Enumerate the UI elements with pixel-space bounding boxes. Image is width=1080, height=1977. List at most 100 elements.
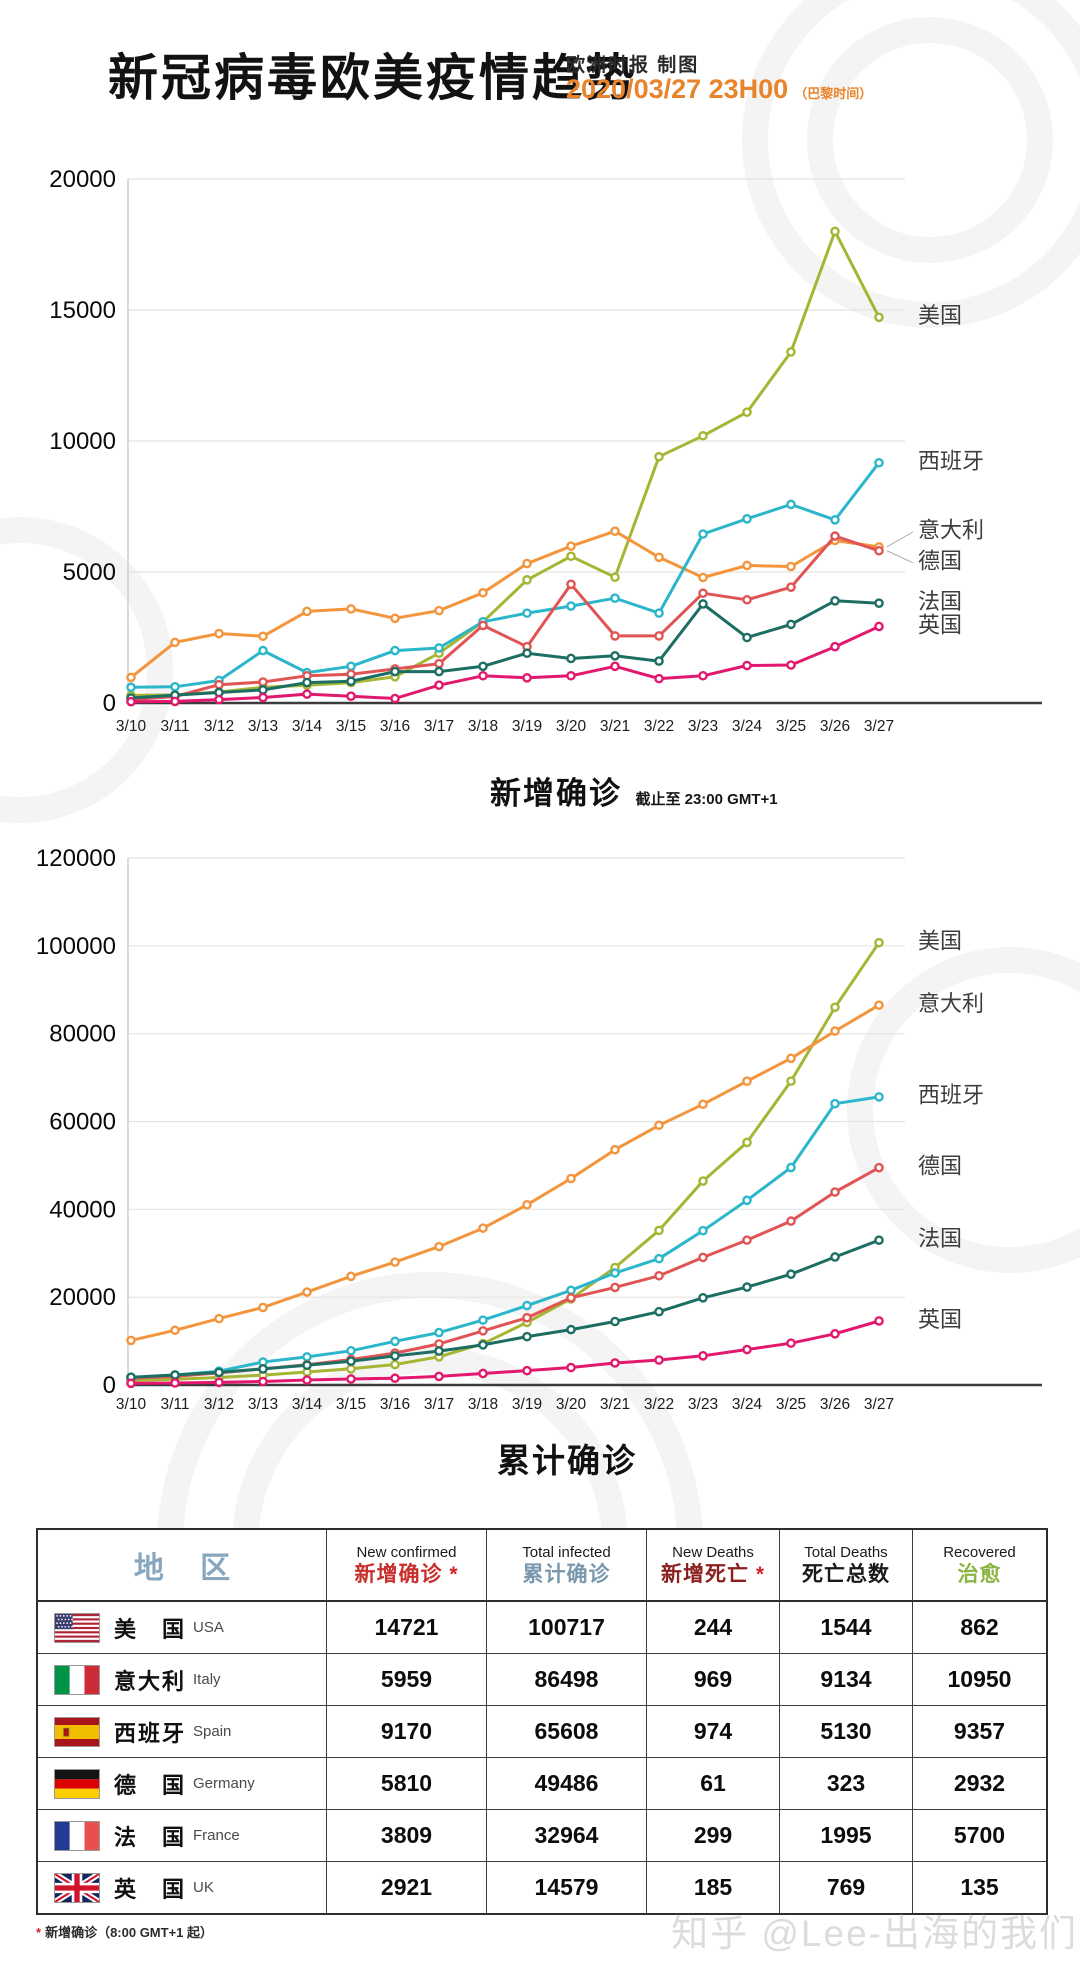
chart-text: 3/22 <box>644 718 674 735</box>
table-header-col-total-deaths: Total Deaths 死亡总数 <box>779 1530 912 1600</box>
data-point-marker <box>874 598 884 609</box>
data-point-marker <box>170 681 180 692</box>
flag-icon-it <box>54 1664 100 1695</box>
chart-text: 5000 <box>63 559 116 586</box>
data-point-marker <box>654 1306 664 1317</box>
data-point-marker <box>302 1360 312 1371</box>
data-point-marker <box>698 670 708 681</box>
data-point-marker <box>830 1187 840 1197</box>
table-row-italy: 意大利 Italy 5959 86498 969 9134 10950 <box>38 1653 1046 1705</box>
chart-text: 3/12 <box>204 1396 234 1413</box>
table-header-col-recovered: Recovered 治愈 <box>912 1530 1046 1600</box>
chart-text: 10000 <box>49 428 116 455</box>
series-label-france: 法国 <box>918 589 962 614</box>
value-cell: 1995 <box>779 1810 912 1861</box>
data-point-marker <box>698 1225 708 1236</box>
data-point-marker <box>742 1137 752 1148</box>
chart-text: 3/25 <box>776 718 806 735</box>
data-point-marker <box>566 1173 576 1184</box>
flag-icon-es <box>54 1716 100 1747</box>
data-point-marker <box>742 1076 752 1087</box>
country-name-zh: 法 国 <box>114 1824 187 1850</box>
data-point-marker <box>522 558 532 569</box>
data-point-marker <box>522 648 532 659</box>
value-cell: 65608 <box>486 1706 646 1757</box>
value-cell: 61 <box>646 1758 779 1809</box>
series-path <box>129 1003 881 1342</box>
chart-text: 3/19 <box>512 1396 542 1413</box>
data-point-marker <box>302 1375 312 1385</box>
chart-text: 3/17 <box>424 1396 454 1413</box>
data-point-marker <box>610 572 620 583</box>
flag-icon-fr <box>54 1820 100 1851</box>
data-point-marker <box>566 1362 576 1373</box>
footnote-text: 新增确诊（8:00 GMT+1 起） <box>45 1925 214 1940</box>
chart-text: 100000 <box>36 933 116 960</box>
data-point-marker <box>434 1371 444 1382</box>
header-zh-label: 死亡总数 <box>802 1562 890 1586</box>
data-point-marker <box>786 1338 796 1348</box>
series-label-germany: 德国 <box>918 1153 962 1178</box>
stats-table: 地 区 New confirmed 新增确诊 * Total infected 累计确… <box>36 1528 1048 1915</box>
footnote: * 新增确诊（8:00 GMT+1 起） <box>36 1922 213 1941</box>
series-path <box>129 1319 881 1385</box>
chart-text: 40000 <box>49 1196 116 1223</box>
data-point-marker <box>654 1253 664 1264</box>
table-header-col-total-infected: Total infected 累计确诊 <box>486 1530 646 1600</box>
country-name-en: France <box>193 1827 240 1844</box>
chart-text: 3/27 <box>864 718 894 735</box>
data-point-marker <box>478 620 488 631</box>
value-cell: 5130 <box>779 1706 912 1757</box>
data-point-marker <box>786 561 796 572</box>
region-cell: 意大利 Italy <box>38 1654 326 1705</box>
data-point-marker <box>742 632 752 643</box>
line-series-italy: 意大利 <box>126 518 984 683</box>
chart-text: 3/16 <box>380 718 410 735</box>
data-point-marker <box>170 637 180 648</box>
chart-text: 0 <box>103 690 116 717</box>
data-point-marker <box>126 1378 136 1389</box>
data-point-marker <box>346 1271 356 1282</box>
series-path <box>129 1238 881 1379</box>
chart-text: 3/13 <box>248 718 278 735</box>
region-cell: 英 国 UK <box>38 1862 326 1913</box>
data-point-marker <box>170 1370 180 1380</box>
chart-text: 3/24 <box>732 1396 763 1413</box>
value-cell: 862 <box>912 1602 1046 1653</box>
chart-text: 3/10 <box>116 1396 147 1413</box>
data-point-marker <box>522 608 532 618</box>
data-point-marker <box>786 1076 796 1086</box>
country-name-en: Germany <box>193 1775 255 1792</box>
data-point-marker <box>390 613 400 624</box>
series-path <box>129 625 881 704</box>
byline: 欧洲时报 制图 <box>566 55 700 76</box>
header-zh-label: 新增死亡 * <box>660 1562 765 1586</box>
data-point-marker <box>522 575 532 585</box>
country-name-en: Italy <box>193 1671 221 1688</box>
line-series-france: 法国 <box>126 1226 962 1382</box>
series-path <box>129 461 881 689</box>
data-point-marker <box>654 1120 664 1131</box>
header-asterisk: * <box>442 1562 459 1586</box>
data-point-marker <box>654 1270 664 1281</box>
data-point-marker <box>786 582 796 592</box>
data-point-marker <box>874 937 884 948</box>
data-point-marker <box>786 1269 796 1279</box>
data-point-marker <box>522 1312 532 1323</box>
value-cell: 1544 <box>779 1602 912 1653</box>
chart-text: 3/11 <box>160 718 189 735</box>
data-point-marker <box>258 685 268 695</box>
series-label-spain: 西班牙 <box>918 449 984 474</box>
series-label-spain: 西班牙 <box>918 1083 984 1108</box>
series-path <box>129 229 881 697</box>
footnote-asterisk: * <box>36 1925 42 1940</box>
data-point-marker <box>390 693 400 704</box>
data-point-marker <box>610 631 620 641</box>
data-point-marker <box>346 1374 356 1384</box>
data-point-marker <box>346 604 356 614</box>
country-name-zh: 意大利 <box>114 1668 187 1694</box>
watermark-zhihu: 知乎 @Lee-出海的我们 <box>671 1913 1078 1954</box>
chart-text: 3/13 <box>248 1396 278 1413</box>
header-zh-label: 新增确诊 * <box>354 1562 459 1586</box>
series-path <box>129 529 881 679</box>
